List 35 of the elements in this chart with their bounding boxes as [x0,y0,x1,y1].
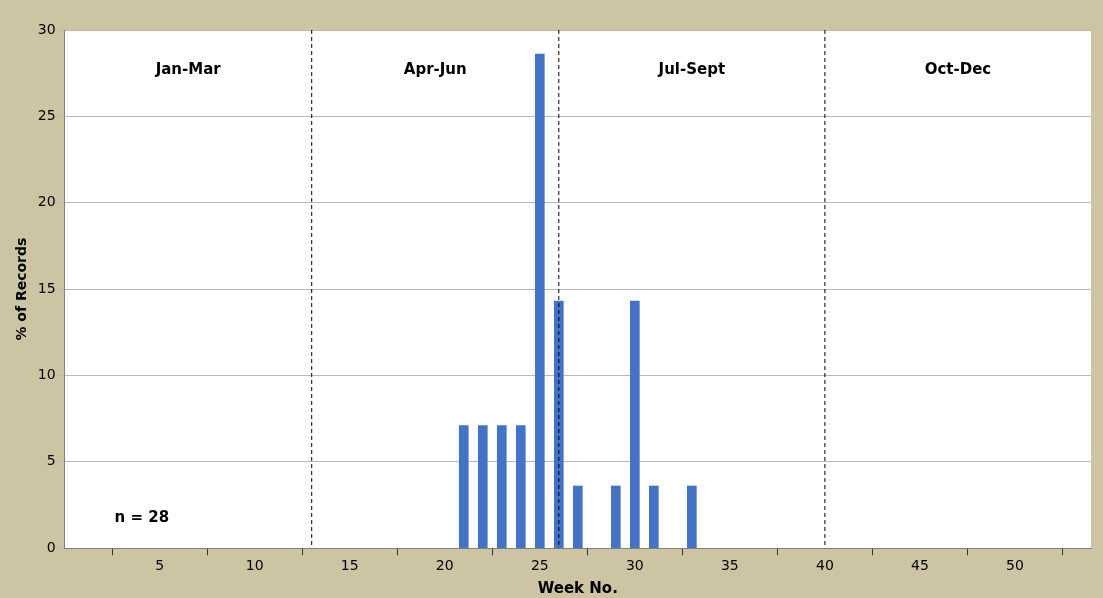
y-tick-label: 30 [37,20,56,37]
bar [553,300,564,549]
bar [610,485,621,549]
y-tick-label: 10 [37,366,56,383]
bar [534,53,545,549]
y-tick-label: 20 [37,193,56,210]
annotation: Apr-Jun [403,59,467,78]
x-tick-label: 30 [625,557,644,574]
bar [458,425,469,549]
y-tick-label: 5 [46,452,56,469]
annotation: Jul-Sept [657,59,726,78]
x-tick-label: 35 [720,557,739,574]
x-tick-label: 50 [1006,557,1024,574]
bar [630,300,640,549]
x-tick-label: 15 [340,557,359,574]
bar [515,425,526,549]
x-tick-label: 10 [245,557,264,574]
annotation: Oct-Dec [924,59,992,78]
x-tick-label: 5 [155,557,165,574]
bar [649,485,659,549]
bar [496,425,507,549]
y-tick-label: 25 [37,107,56,124]
y-tick-label: 0 [46,538,56,555]
x-tick-label: 25 [530,557,549,574]
annotation: n = 28 [114,508,170,527]
bar [477,425,488,549]
x-tick-label: 45 [911,557,929,574]
bar [572,485,583,549]
bar [687,485,697,549]
x-tick-label: 20 [435,557,454,574]
x-axis-title: Week No. [537,578,618,597]
y-tick-label: 15 [37,279,56,296]
x-tick-label: 40 [815,557,834,574]
y-axis-title: % of Records [13,237,30,341]
annotation: Jan-Mar [154,59,222,78]
